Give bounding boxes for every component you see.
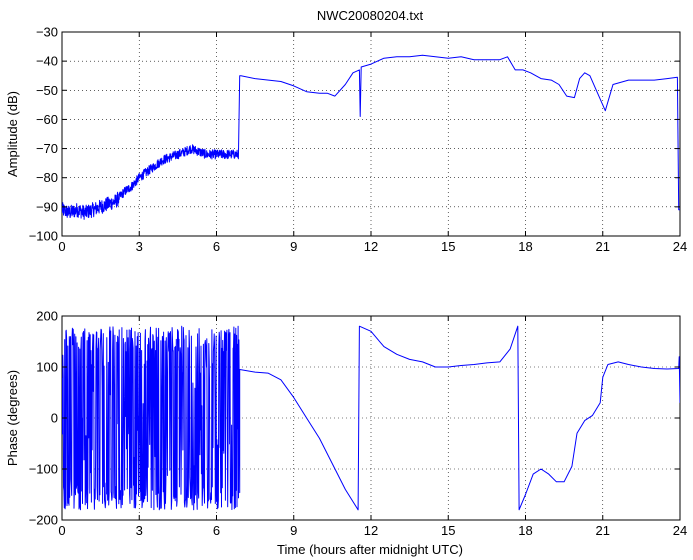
figure-title: NWC20080204.txt [317, 8, 424, 23]
amplitude-x-tick-label: 3 [136, 239, 143, 254]
x-axis-label: Time (hours after midnight UTC) [277, 542, 463, 557]
amplitude-x-tick-label: 18 [518, 239, 532, 254]
amplitude-x-tick-label: 6 [213, 239, 220, 254]
phase-y-axis-label: Phase (degrees) [5, 370, 20, 466]
phase-plot: 0 3 6 9 12 15 18 21 24 −200 −100 0 100 200 Phase (degr… [5, 309, 687, 539]
amplitude-data-line [62, 54, 680, 220]
amplitude-x-tick-label: 0 [58, 239, 65, 254]
phase-y-tick-label: −200 [29, 513, 58, 528]
amplitude-plot: 0 3 6 9 12 15 18 21 24 −100 −90 −80 −70 −60 −50 −40 −30 A… [5, 25, 687, 255]
phase-x-tick-label: 18 [518, 523, 532, 538]
amplitude-y-axis-label: Amplitude (dB) [5, 91, 20, 177]
amplitude-y-tick-label: −70 [36, 141, 58, 156]
amplitude-y-tick-label: −60 [36, 112, 58, 127]
phase-y-tick-label: 200 [36, 309, 58, 324]
phase-x-tick-label: 0 [58, 523, 65, 538]
phase-y-tick-label: −100 [29, 462, 58, 477]
amplitude-x-tick-label: 21 [596, 239, 610, 254]
amplitude-x-tick-label: 9 [290, 239, 297, 254]
amplitude-y-tick-label: −90 [36, 199, 58, 214]
phase-x-tick-label: 3 [136, 523, 143, 538]
amplitude-x-tick-label: 15 [441, 239, 455, 254]
phase-x-tick-label: 21 [596, 523, 610, 538]
amplitude-y-tick-label: −50 [36, 83, 58, 98]
phase-x-tick-label: 24 [673, 523, 687, 538]
phase-y-tick-label: 0 [51, 411, 58, 426]
amplitude-y-tick-label: −40 [36, 54, 58, 69]
phase-y-tick-label: 100 [36, 360, 58, 375]
phase-x-tick-label: 6 [213, 523, 220, 538]
amplitude-axes-frame [61, 31, 681, 237]
phase-x-tick-label: 12 [364, 523, 378, 538]
amplitude-y-tick-label: −30 [36, 25, 58, 40]
amplitude-x-tick-label: 24 [673, 239, 687, 254]
amplitude-x-tick-label: 12 [364, 239, 378, 254]
phase-data-line [62, 325, 680, 511]
phase-x-tick-label: 9 [290, 523, 297, 538]
amplitude-y-tick-label: −100 [29, 229, 58, 244]
phase-x-tick-label: 15 [441, 523, 455, 538]
amplitude-y-tick-label: −80 [36, 170, 58, 185]
